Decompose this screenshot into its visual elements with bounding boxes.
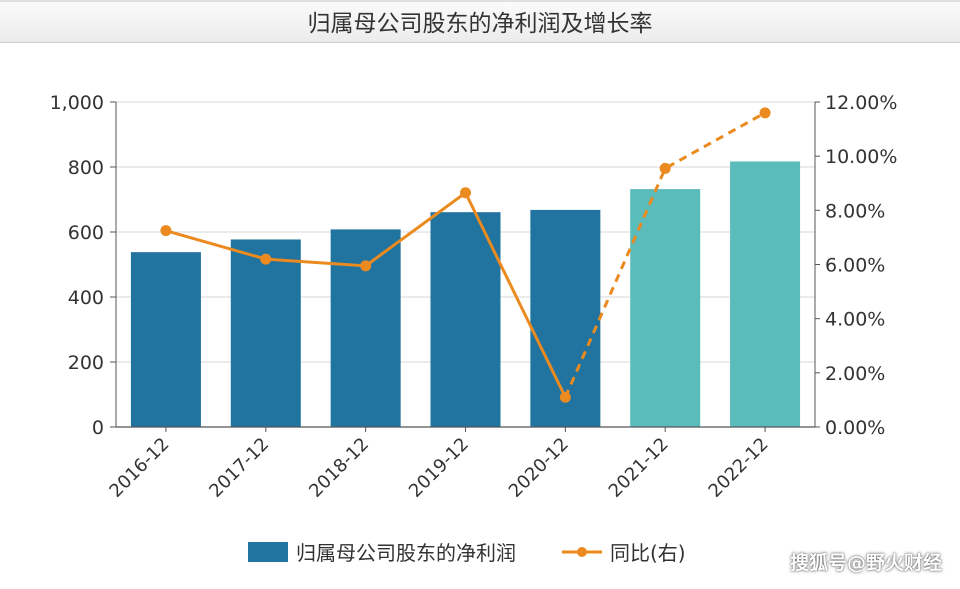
chart-title: 归属母公司股东的净利润及增长率 bbox=[307, 11, 653, 37]
y-right-tick-label: 10.00% bbox=[825, 146, 897, 168]
growth-point-2022-12 bbox=[759, 107, 771, 119]
legend-bar-swatch bbox=[248, 542, 288, 562]
growth-point-2020-12 bbox=[559, 391, 571, 403]
x-tick-label: 2017-12 bbox=[205, 434, 273, 502]
y-left-tick-label: 400 bbox=[68, 287, 104, 309]
y-left-tick-label: 600 bbox=[68, 222, 104, 244]
growth-point-2016-12 bbox=[160, 225, 172, 237]
growth-point-2017-12 bbox=[260, 253, 272, 265]
x-tick-label: 2022-12 bbox=[705, 434, 773, 502]
x-tick-label: 2016-12 bbox=[105, 434, 173, 502]
y-right-tick-label: 6.00% bbox=[825, 255, 885, 277]
y-right-tick-label: 4.00% bbox=[825, 309, 885, 331]
x-tick-label: 2019-12 bbox=[405, 434, 473, 502]
bar-2021-12 bbox=[630, 189, 701, 427]
growth-line-forecast bbox=[563, 111, 766, 398]
y-right-tick-label: 0.00% bbox=[825, 417, 885, 439]
y-left-tick-label: 1,000 bbox=[50, 92, 104, 114]
bar-2017-12 bbox=[230, 239, 301, 427]
legend-line-marker bbox=[577, 547, 587, 557]
x-tick-label: 2020-12 bbox=[505, 434, 573, 502]
legend-bar-label: 归属母公司股东的净利润 bbox=[296, 541, 516, 565]
title-bar-top-line bbox=[0, 0, 960, 2]
chart-title-bar: 归属母公司股东的净利润及增长率 bbox=[0, 0, 960, 43]
bar-2022-12 bbox=[730, 161, 801, 427]
growth-point-2019-12 bbox=[460, 187, 471, 199]
bar-2019-12 bbox=[430, 212, 501, 427]
x-tick-label: 2021-12 bbox=[605, 434, 673, 502]
growth-point-2021-12 bbox=[659, 162, 671, 174]
y-right-tick-label: 12.00% bbox=[825, 92, 897, 114]
x-tick-label: 2018-12 bbox=[305, 434, 373, 502]
y-left-tick-label: 0 bbox=[92, 417, 104, 439]
y-left-tick-label: 800 bbox=[68, 157, 104, 179]
legend-line-label: 同比(右) bbox=[610, 541, 686, 565]
y-left-tick-label: 200 bbox=[68, 352, 104, 374]
growth-point-2018-12 bbox=[360, 260, 372, 272]
bar-2020-12 bbox=[530, 209, 601, 427]
bar-2016-12 bbox=[130, 252, 201, 427]
y-right-tick-label: 2.00% bbox=[825, 363, 885, 385]
y-right-tick-label: 8.00% bbox=[825, 200, 885, 222]
watermark: 搜狐号@野火财经 bbox=[789, 552, 942, 574]
bar-2018-12 bbox=[330, 229, 401, 427]
